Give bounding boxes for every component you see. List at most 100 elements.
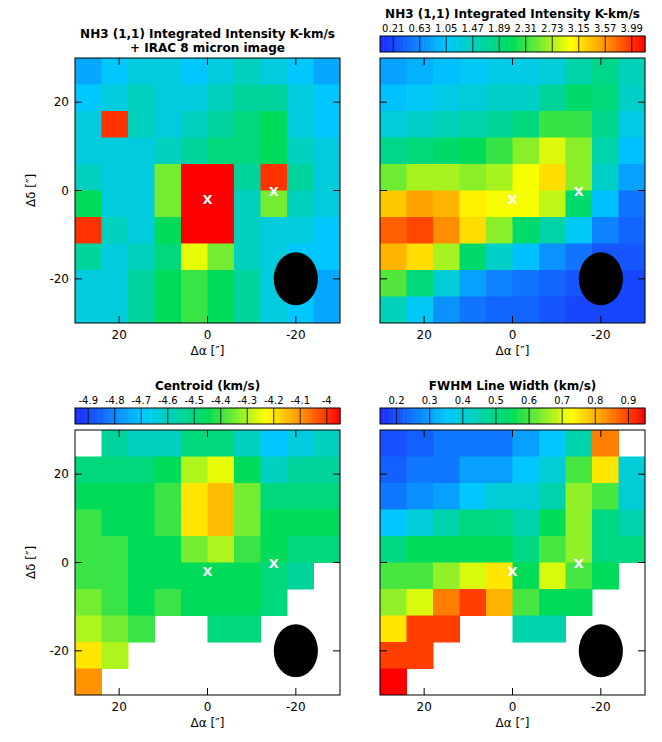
colorbar-segment: [479, 408, 483, 424]
colorbar-segment: [615, 408, 619, 424]
colorbar-segment: [493, 36, 497, 52]
cell: [486, 483, 513, 510]
cell: [486, 270, 513, 297]
y-tick-label: -20: [49, 272, 69, 286]
cell: [380, 164, 407, 191]
colorbar-tick-label: 0.2: [389, 395, 405, 406]
colorbar-segment: [317, 408, 321, 424]
colorbar-segment: [609, 408, 613, 424]
cell: [433, 563, 460, 590]
cell: [619, 85, 646, 112]
colorbar-segment: [102, 408, 106, 424]
colorbar-segment: [174, 408, 178, 424]
colorbar-segment: [532, 36, 536, 52]
colorbar-tick-label: -4.7: [131, 395, 151, 406]
cell: [592, 111, 619, 138]
cell: [433, 536, 460, 563]
colorbar-segment: [178, 408, 182, 424]
cell: [208, 58, 235, 85]
cell: [208, 589, 235, 616]
cell: [128, 270, 155, 297]
cell: [208, 510, 235, 537]
cell: [155, 217, 182, 244]
cell: [380, 138, 407, 165]
cell: [75, 642, 102, 669]
colorbar-segment: [323, 408, 327, 424]
colorbar-segment: [436, 408, 440, 424]
cell: [539, 217, 566, 244]
colorbar-tick-label: 0.63: [409, 23, 431, 34]
cell: [102, 270, 129, 297]
colorbar-segment: [506, 408, 510, 424]
colorbar-segment: [509, 36, 513, 52]
colorbar-segment: [420, 36, 424, 52]
colorbar-segment: [440, 408, 444, 424]
y-tick: [638, 190, 645, 191]
colorbar-segment: [383, 408, 387, 424]
colorbar-segment: [632, 36, 636, 52]
colorbar-segment: [559, 408, 563, 424]
cell: [433, 164, 460, 191]
colorbar-segment: [595, 408, 599, 424]
cell: [102, 85, 129, 112]
colorbar-segment: [443, 408, 447, 424]
plot-ground: [75, 430, 340, 695]
colorbar-segment: [314, 408, 318, 424]
cell: [433, 457, 460, 484]
cell: [181, 217, 208, 244]
x-tick-label: -20: [286, 700, 306, 714]
colorbar-segment: [522, 408, 526, 424]
cell: [261, 589, 288, 616]
cell: [287, 58, 314, 85]
cell: [155, 191, 182, 218]
cell: [539, 297, 566, 324]
cell: [380, 669, 407, 696]
colorbar-segment: [151, 408, 155, 424]
cell: [619, 217, 646, 244]
colorbar-segment: [380, 36, 384, 52]
colorbar-segment: [456, 36, 460, 52]
x-tick: [600, 316, 601, 323]
cell: [460, 217, 487, 244]
cell: [261, 217, 288, 244]
cells: [380, 430, 645, 695]
colorbar-segment: [280, 408, 284, 424]
colorbar-segment: [605, 36, 609, 52]
cell: [234, 111, 261, 138]
colorbar-segment: [403, 36, 407, 52]
cell: [619, 58, 646, 85]
colorbar-tick-label: 1.47: [462, 23, 484, 34]
x-tick-label: 20: [417, 328, 432, 342]
colorbar-segment: [214, 408, 218, 424]
colorbar-segment: [264, 408, 268, 424]
colorbar-segment: [387, 36, 391, 52]
y-axis-title: Δδ [″]: [24, 546, 38, 579]
cell: [208, 85, 235, 112]
y-tick: [333, 190, 340, 191]
cell: [380, 85, 407, 112]
colorbar-segment: [118, 408, 122, 424]
cell: [433, 85, 460, 112]
colorbar-tick-label: -4.8: [105, 395, 125, 406]
source-marker: X: [202, 564, 212, 579]
colorbar-tick-label: -4.4: [211, 395, 231, 406]
cell: [208, 483, 235, 510]
colorbar-segment: [393, 36, 397, 52]
colorbar-segment: [496, 36, 500, 52]
source-marker: X: [574, 184, 584, 199]
colorbar-tick-label: 0.3: [422, 395, 438, 406]
cell: [287, 138, 314, 165]
x-tick-label: 20: [112, 328, 127, 342]
cell: [619, 111, 646, 138]
colorbar-segment: [536, 36, 540, 52]
cell: [513, 164, 540, 191]
cell: [208, 217, 235, 244]
cell: [566, 138, 593, 165]
x-tick: [119, 58, 120, 65]
cell: [261, 510, 288, 537]
cell: [460, 457, 487, 484]
cell: [539, 85, 566, 112]
cell: [75, 483, 102, 510]
cell: [380, 191, 407, 218]
colorbar-segment: [572, 36, 576, 52]
